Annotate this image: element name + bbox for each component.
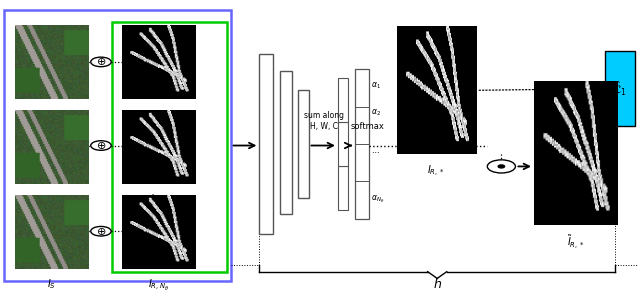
Text: $\vdots$: $\vdots$ [47, 198, 56, 212]
Bar [338, 166, 348, 210]
Text: $I_S$: $I_S$ [47, 110, 56, 124]
Text: $\alpha_2$: $\alpha_2$ [371, 107, 381, 118]
Text: $h$: $h$ [433, 278, 442, 291]
Bar [280, 71, 292, 214]
Bar [338, 78, 348, 122]
Text: $\cdots$: $\cdots$ [371, 146, 380, 154]
Bar [298, 90, 308, 198]
Text: softmax: softmax [350, 122, 384, 130]
Text: $I_{R,N_\theta}$: $I_{R,N_\theta}$ [148, 278, 169, 292]
Bar [259, 54, 273, 234]
Text: $\oplus$: $\oplus$ [96, 226, 106, 237]
Text: $\tilde{I}_{R,*}$: $\tilde{I}_{R,*}$ [566, 234, 584, 252]
Text: $\hat{\mathcal{L}}_1$: $\hat{\mathcal{L}}_1$ [613, 80, 627, 98]
Text: $I_{R,*}$: $I_{R,*}$ [428, 164, 445, 179]
Text: $\alpha_{N_\theta}$: $\alpha_{N_\theta}$ [371, 194, 385, 205]
Text: $\vdots$: $\vdots$ [155, 198, 163, 212]
Text: $I_S$: $I_S$ [47, 278, 56, 291]
Text: $\oplus$: $\oplus$ [96, 56, 106, 68]
Text: sum along
H, W, C: sum along H, W, C [304, 111, 344, 130]
Bar [113, 22, 227, 272]
Text: $I_{R,2}$: $I_{R,2}$ [150, 193, 167, 208]
Text: $\alpha_1$: $\alpha_1$ [371, 80, 381, 91]
Bar [4, 10, 230, 281]
Text: $\oplus$: $\oplus$ [96, 140, 106, 151]
Circle shape [498, 165, 504, 168]
Bar [605, 52, 636, 126]
Bar [355, 69, 369, 219]
Text: $I_S$: $I_S$ [47, 193, 56, 207]
Bar [338, 122, 348, 166]
Text: $I_{R,1}$: $I_{R,1}$ [150, 110, 167, 125]
